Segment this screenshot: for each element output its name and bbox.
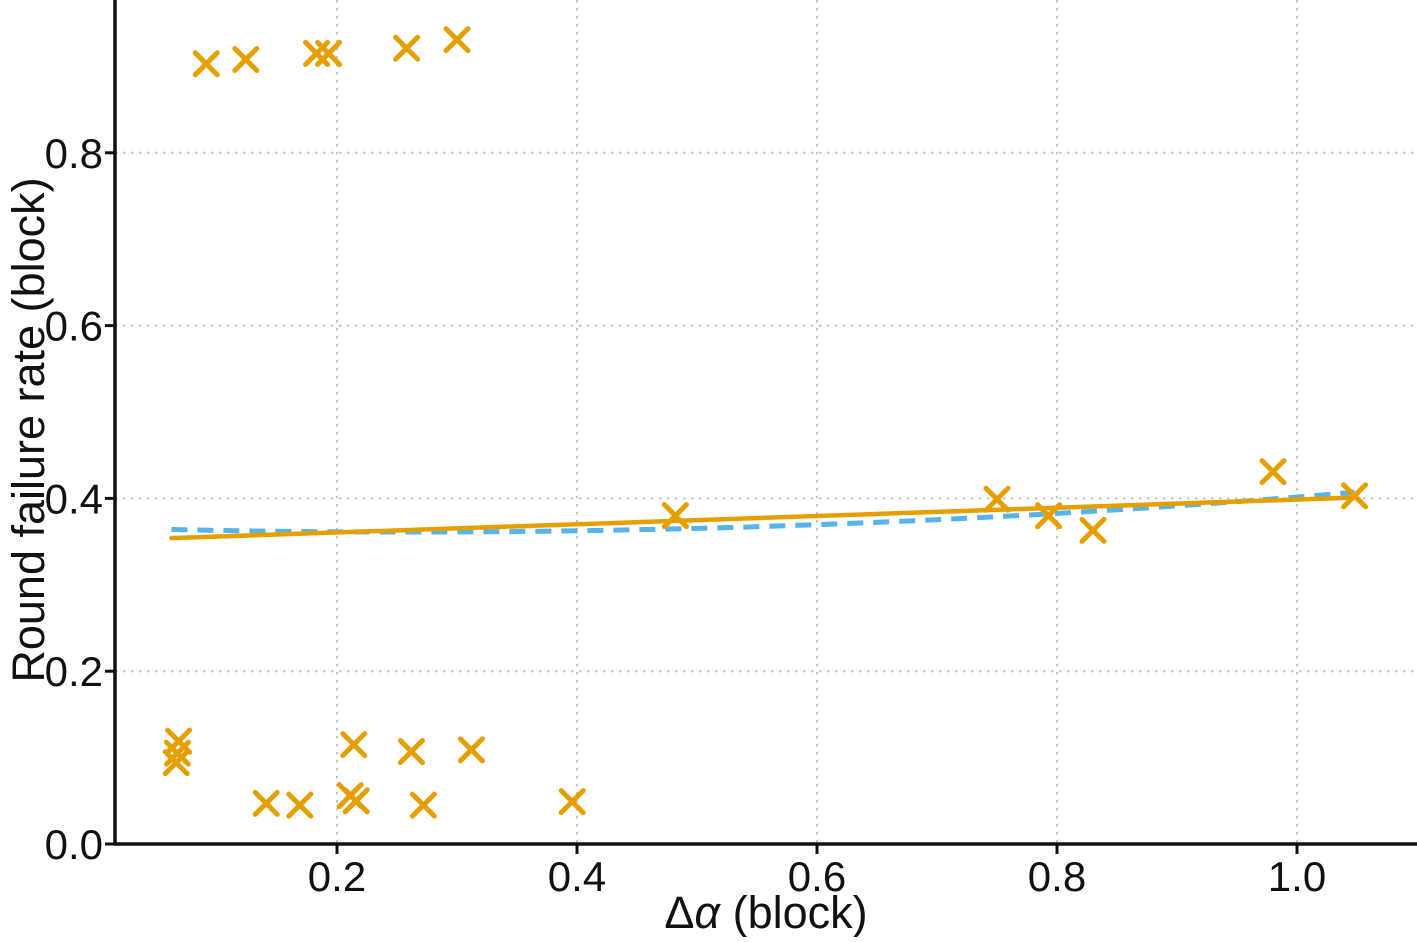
gridlines (115, 0, 1417, 844)
y-tick-label: 0.0 (45, 821, 103, 868)
scatter-marker (340, 731, 368, 759)
scatter-marker (315, 39, 343, 67)
scatter-marker (342, 787, 370, 815)
x-axis-title: Δα (block) (664, 887, 867, 937)
scatter-marker (397, 738, 425, 766)
y-axis-title: Round failure rate (block) (3, 177, 54, 682)
scatter-marker (252, 789, 280, 817)
scatter-marker (1259, 458, 1287, 486)
scatter-marker (983, 485, 1011, 513)
linear-trend-line (169, 495, 1357, 541)
scatter-marker (661, 502, 689, 530)
scatter-marker (1341, 482, 1369, 510)
scatter-marker (457, 736, 485, 764)
x-tick-label: 0.4 (548, 853, 606, 900)
y-tick-label: 0.4 (45, 475, 103, 522)
x-tick-label: 0.6 (788, 853, 846, 900)
x-tick-label: 0.8 (1028, 853, 1086, 900)
scatter-marker (163, 739, 191, 767)
scatter-marker (1035, 502, 1063, 530)
scatter-marker (443, 26, 471, 54)
scatter-marker (393, 34, 421, 62)
axis-labels: Δα (block) Round failure rate (block) 0.… (3, 130, 1326, 938)
scatter-marker (409, 791, 437, 819)
data-series (162, 26, 1369, 819)
scatter-marker (192, 50, 220, 78)
y-tick-label: 0.2 (45, 648, 103, 695)
scatter-marker (232, 45, 260, 73)
scatter-marker (162, 749, 190, 777)
x-tick-label: 0.2 (308, 853, 366, 900)
axes (105, 0, 1417, 854)
x-tick-label: 1.0 (1268, 853, 1326, 900)
y-tick-label: 0.8 (45, 130, 103, 177)
scatter-marker (1079, 516, 1107, 544)
scatter-marker (558, 788, 586, 816)
scatter-marker (286, 791, 314, 819)
y-tick-label: 0.6 (45, 303, 103, 350)
